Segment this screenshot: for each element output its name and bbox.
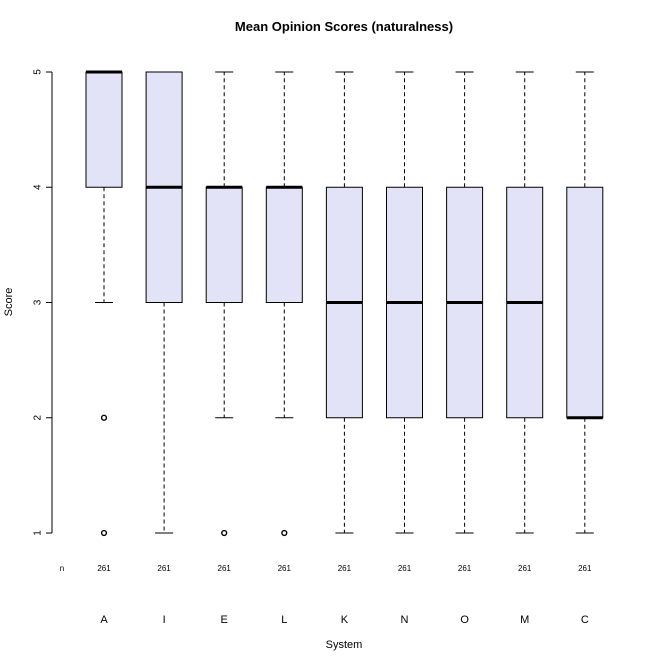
x-category-label: K (341, 614, 349, 626)
x-category-label: O (460, 614, 469, 626)
y-tick-label: 4 (33, 184, 44, 190)
outlier-point (281, 529, 288, 537)
x-category-label: L (281, 614, 287, 626)
x-category-label: M (520, 614, 529, 626)
n-count-label: 261 (97, 564, 111, 573)
box-K (325, 71, 363, 534)
n-row-label: n (60, 564, 64, 573)
n-count-label: 261 (458, 564, 472, 573)
outlier-point (100, 529, 108, 537)
box-iqr (85, 71, 123, 188)
outlier-point (100, 414, 108, 421)
n-count-label: 261 (338, 564, 352, 573)
box-O (446, 71, 484, 534)
boxes-group (85, 70, 604, 537)
box-E (205, 71, 243, 537)
x-category-label: I (163, 614, 166, 626)
y-tick-label: 1 (33, 530, 44, 536)
box-A (85, 70, 123, 537)
n-count-label: 261 (398, 564, 412, 573)
box-iqr (265, 186, 303, 303)
n-count-labels: 261 261 261 261 261 261 261 261 261 (97, 564, 592, 573)
x-category-label: C (581, 614, 589, 626)
box-C (566, 71, 604, 534)
box-L (265, 71, 303, 537)
n-count-label: 261 (518, 564, 532, 573)
box-M (506, 71, 544, 534)
box-I (145, 71, 183, 534)
chart-title: Mean Opinion Scores (naturalness) (235, 19, 453, 34)
y-tick-label: 3 (33, 299, 44, 305)
n-count-label: 261 (578, 564, 592, 573)
y-axis-label: Score (3, 288, 15, 317)
n-count-label: 261 (278, 564, 292, 573)
n-count-label: 261 (157, 564, 171, 573)
box-iqr (205, 186, 243, 303)
x-category-label: A (100, 614, 108, 626)
x-category-label: E (221, 614, 228, 626)
n-count-label: 261 (218, 564, 232, 573)
outlier-point (221, 529, 228, 537)
x-axis-label: System (326, 639, 363, 651)
y-axis-ticks: 1 2 3 4 5 (33, 69, 52, 536)
y-tick-label: 5 (33, 69, 44, 75)
x-category-label: N (401, 614, 409, 626)
box-iqr (566, 186, 604, 419)
y-tick-label: 2 (33, 415, 44, 421)
box-N (386, 71, 423, 534)
